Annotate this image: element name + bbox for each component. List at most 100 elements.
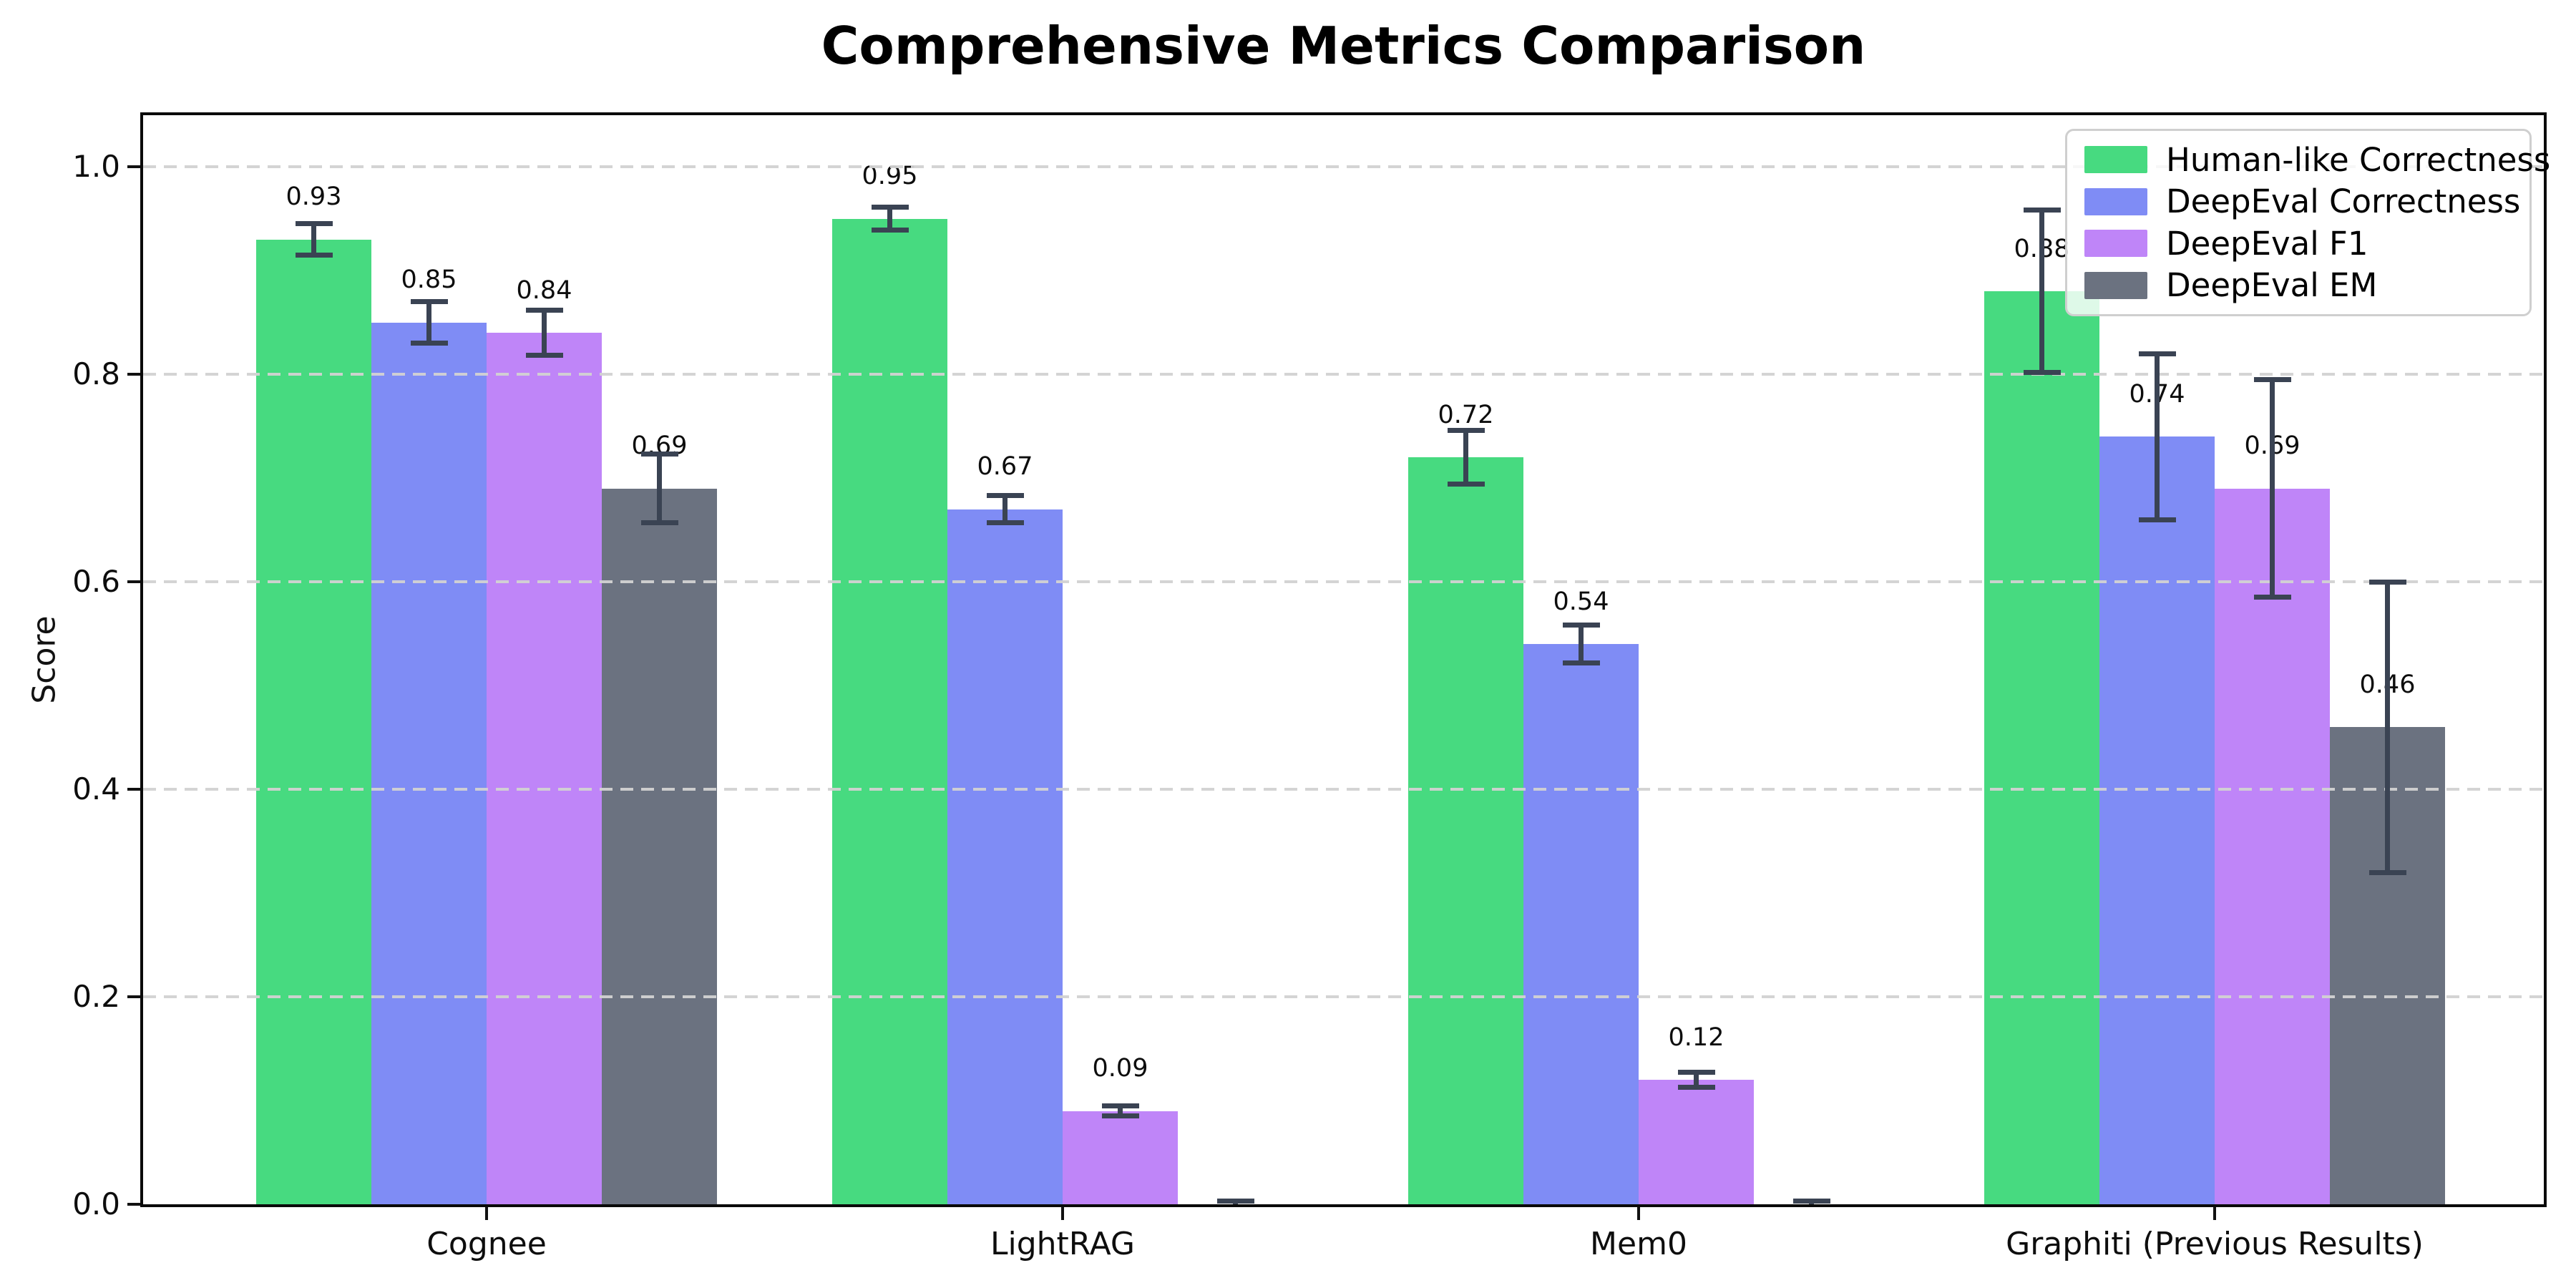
error-bar-cap-top xyxy=(295,221,333,227)
bar xyxy=(1523,644,1639,1204)
error-bar-cap-bottom xyxy=(986,519,1024,525)
error-bar-cap-top xyxy=(2138,351,2176,356)
bar-value-label: 0.09 xyxy=(1092,1054,1148,1083)
error-bar-cap-top xyxy=(871,205,909,210)
error-bar-cap-bottom xyxy=(525,353,563,358)
legend-swatch-icon xyxy=(2084,146,2147,174)
bar xyxy=(2215,488,2330,1204)
bar xyxy=(602,488,717,1204)
error-bar-line xyxy=(1579,625,1584,663)
error-bar-line xyxy=(1463,430,1468,484)
bar xyxy=(1984,291,2099,1204)
x-tick xyxy=(1637,1207,1640,1220)
bar xyxy=(1063,1111,1178,1204)
legend-label: DeepEval F1 xyxy=(2166,224,2368,263)
y-tick-label: 0.2 xyxy=(72,979,120,1014)
error-bar-cap-top xyxy=(525,307,563,313)
error-bar-line xyxy=(2155,353,2160,519)
error-bar-cap-top xyxy=(2253,376,2291,382)
error-bar-line xyxy=(2270,379,2275,597)
error-bar-cap-top xyxy=(1677,1070,1715,1075)
error-bar-line xyxy=(311,223,316,255)
error-bar-cap-bottom xyxy=(2023,369,2061,375)
y-tick-label: 1.0 xyxy=(72,149,120,184)
error-bar-line xyxy=(426,301,431,343)
bar xyxy=(1639,1080,1754,1204)
legend-label: DeepEval EM xyxy=(2166,266,2378,305)
error-bar-cap-bottom xyxy=(410,341,448,346)
error-bar-line xyxy=(1118,1106,1123,1116)
y-tick xyxy=(127,788,140,791)
error-bar-line xyxy=(2385,582,2390,872)
error-bar-cap-top xyxy=(640,452,678,457)
y-tick-label: 0.0 xyxy=(72,1186,120,1221)
error-bar-cap-bottom xyxy=(2138,517,2176,522)
bar xyxy=(2099,436,2215,1204)
x-tick xyxy=(1061,1207,1064,1220)
y-tick xyxy=(127,580,140,583)
error-bar-cap-top xyxy=(1562,623,1600,628)
x-tick xyxy=(485,1207,488,1220)
bar xyxy=(256,239,371,1204)
bar xyxy=(487,333,602,1204)
bar xyxy=(947,509,1063,1204)
error-bar-cap-top xyxy=(410,299,448,304)
bar-value-label: 0.12 xyxy=(1668,1023,1724,1052)
error-bar-cap-bottom xyxy=(640,519,678,525)
error-bar-line xyxy=(542,310,547,356)
bar-value-label: 0.84 xyxy=(516,275,572,305)
error-bar-cap-top xyxy=(1792,1199,1830,1204)
legend-swatch-icon xyxy=(2084,271,2147,299)
legend-item: Human-like Correctness xyxy=(2084,141,2550,179)
error-bar-cap-bottom xyxy=(1447,482,1485,487)
error-bar-cap-top xyxy=(2023,208,2061,213)
x-category-label: Graphiti (Previous Results) xyxy=(2006,1226,2424,1262)
bar-value-label: 0.67 xyxy=(977,452,1033,481)
legend-swatch-icon xyxy=(2084,187,2147,215)
y-tick xyxy=(127,1203,140,1206)
y-axis-label: Score xyxy=(26,615,63,704)
x-category-label: LightRAG xyxy=(990,1226,1136,1262)
error-bar-line xyxy=(887,207,892,230)
x-category-label: Cognee xyxy=(426,1226,547,1262)
legend-item: DeepEval F1 xyxy=(2084,225,2512,263)
legend-swatch-icon xyxy=(2084,230,2147,258)
chart-title: Comprehensive Metrics Comparison xyxy=(821,16,1866,76)
error-bar-line xyxy=(2039,210,2044,373)
bar xyxy=(371,322,487,1204)
error-bar-cap-top xyxy=(2368,579,2406,585)
legend-item: DeepEval Correctness xyxy=(2084,182,2520,220)
x-category-label: Mem0 xyxy=(1590,1226,1687,1262)
error-bar-cap-bottom xyxy=(871,227,909,233)
error-bar-line xyxy=(657,454,662,523)
legend: Human-like Correctness DeepEval Correctne… xyxy=(2065,129,2550,316)
legend-label: Human-like Correctness xyxy=(2166,140,2551,179)
error-bar-line xyxy=(1002,495,1008,523)
legend-label: DeepEval Correctness xyxy=(2166,182,2521,221)
y-tick xyxy=(127,373,140,376)
error-bar-cap-top xyxy=(986,493,1024,499)
error-bar-cap-bottom xyxy=(1101,1113,1139,1119)
y-tick xyxy=(127,995,140,998)
bar-value-label: 0.54 xyxy=(1553,587,1609,616)
y-tick-label: 0.8 xyxy=(72,356,120,391)
x-tick xyxy=(2213,1207,2216,1220)
y-tick-label: 0.6 xyxy=(72,564,120,599)
error-bar-cap-bottom xyxy=(295,252,333,258)
error-bar-cap-bottom xyxy=(1677,1084,1715,1090)
bar-value-label: 0.93 xyxy=(286,182,342,211)
bar-value-label: 0.95 xyxy=(862,162,918,190)
bar xyxy=(832,218,947,1204)
y-tick xyxy=(127,165,140,168)
legend-item: DeepEval EM xyxy=(2084,266,2512,304)
error-bar-line xyxy=(1694,1072,1699,1088)
error-bar-cap-bottom xyxy=(1562,660,1600,665)
bar-value-label: 0.85 xyxy=(401,265,457,294)
error-bar-cap-bottom xyxy=(2253,595,2291,600)
error-bar-cap-top xyxy=(1447,427,1485,433)
error-bar-cap-top xyxy=(1101,1103,1139,1108)
bar-value-label: 0.72 xyxy=(1438,400,1494,429)
error-bar-cap-top xyxy=(1216,1199,1254,1204)
y-tick-label: 0.4 xyxy=(72,771,120,806)
